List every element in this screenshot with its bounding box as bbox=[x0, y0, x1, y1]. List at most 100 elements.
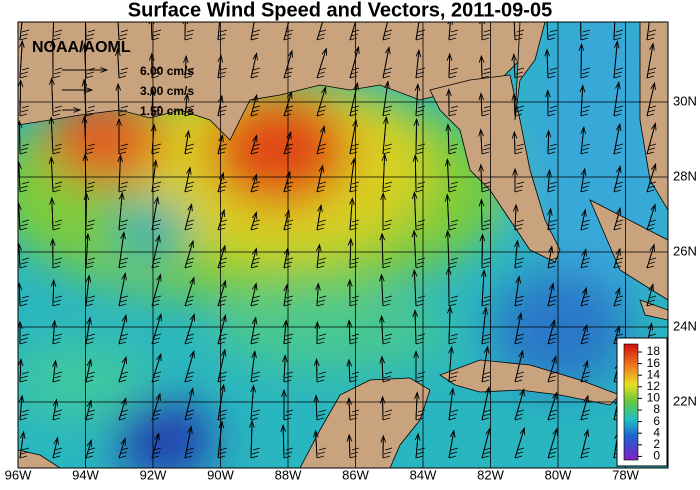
wind-arrow-head bbox=[116, 117, 122, 155]
wind-arrow-head bbox=[316, 125, 326, 155]
wind-arrow-head bbox=[478, 92, 485, 117]
wind-arrow-head bbox=[183, 54, 189, 79]
wind-arrow-head bbox=[580, 167, 587, 193]
wind-arrow-head bbox=[478, 54, 485, 79]
wind-arrow-head bbox=[81, 115, 88, 155]
wind-arrow-head bbox=[18, 357, 24, 383]
wind-arrow-head bbox=[184, 166, 192, 193]
wind-arrow-head bbox=[51, 319, 58, 345]
wind-arrow-head bbox=[85, 358, 93, 383]
wind-arrow-head bbox=[511, 92, 518, 117]
wind-arrow-head bbox=[217, 22, 221, 41]
wind-arrow-head bbox=[448, 387, 455, 421]
wind-arrow-head bbox=[217, 383, 226, 421]
wind-vector bbox=[613, 22, 624, 41]
latitude-label: 26N bbox=[673, 243, 697, 258]
wind-arrow-head bbox=[580, 22, 582, 41]
wind-arrow-head bbox=[82, 152, 89, 193]
wind-arrow-head bbox=[118, 231, 126, 269]
wind-arrow-head bbox=[414, 432, 421, 459]
wind-arrow-head bbox=[217, 133, 224, 155]
wind-arrow-head bbox=[580, 428, 590, 459]
colorbar-label: 0 bbox=[653, 449, 660, 463]
latitude-label: 24N bbox=[673, 318, 697, 333]
wind-arrow-head bbox=[217, 348, 227, 383]
wind-arrow-head bbox=[250, 52, 258, 79]
wind-arrow-head bbox=[18, 119, 23, 155]
wind-arrow-head bbox=[151, 273, 162, 307]
wind-arrow-head bbox=[414, 83, 421, 117]
wind-arrow-head bbox=[282, 319, 289, 345]
wind-arrow-head bbox=[316, 164, 325, 193]
wind-arrow-head bbox=[349, 118, 358, 155]
wind-arrow-head bbox=[547, 427, 558, 459]
wind-arrow-head bbox=[217, 420, 225, 459]
wind-arrow-head bbox=[151, 432, 160, 459]
longitude-label: 94W bbox=[72, 467, 99, 482]
longitude-label: 90W bbox=[207, 467, 234, 482]
map-frame bbox=[17, 21, 669, 469]
wind-arrow-head bbox=[117, 153, 124, 193]
colorbar-label: 8 bbox=[653, 402, 660, 416]
wind-arrow-head bbox=[514, 388, 525, 421]
wind-arrow-head bbox=[217, 54, 224, 79]
wind-arrow-head bbox=[184, 349, 195, 383]
wind-arrow-head bbox=[316, 22, 324, 41]
longitude-label: 86W bbox=[342, 467, 369, 482]
wind-arrow-head bbox=[52, 22, 55, 41]
wind-arrow-head bbox=[283, 170, 291, 193]
wind-arrow-head bbox=[18, 79, 24, 117]
reference-vector bbox=[62, 107, 82, 113]
wind-arrow-head bbox=[283, 209, 290, 231]
wind-arrow-head bbox=[481, 427, 491, 459]
wind-arrow-head bbox=[217, 94, 224, 117]
wind-arrow-head bbox=[52, 359, 58, 383]
wind-arrow-head bbox=[646, 22, 650, 41]
wind-arrow-head bbox=[513, 22, 516, 41]
wind-arrow-head bbox=[149, 88, 156, 117]
wind-arrow-head bbox=[81, 42, 88, 79]
wind-arrow-head bbox=[481, 385, 491, 421]
wind-arrow-head bbox=[346, 433, 353, 459]
reference-label: 6.00 cm/s bbox=[140, 64, 194, 78]
wind-arrow-head bbox=[547, 207, 553, 231]
credit: NOAA/AOML bbox=[32, 39, 131, 56]
reference-vector bbox=[62, 87, 94, 93]
wind-arrow-head bbox=[546, 22, 549, 41]
wind-arrow-head bbox=[280, 423, 287, 459]
wind-arrow-head bbox=[514, 275, 522, 307]
wind-arrow-head bbox=[48, 155, 55, 193]
wind-arrow-head bbox=[478, 198, 485, 231]
wind-arrow-head bbox=[217, 171, 225, 193]
wind-arrow-head bbox=[184, 203, 193, 231]
wind-arrow-head bbox=[613, 22, 616, 41]
colorbar-label: 14 bbox=[647, 367, 661, 381]
colorbar-label: 4 bbox=[653, 425, 660, 439]
wind-arrow-head bbox=[580, 286, 588, 307]
wind-arrow-head bbox=[85, 316, 92, 345]
colorbar-label: 10 bbox=[647, 391, 661, 405]
wind-arrow-head bbox=[413, 117, 420, 155]
wind-arrow-head bbox=[511, 130, 518, 155]
wind-arrow-head bbox=[646, 283, 654, 307]
wind-arrow-head bbox=[446, 52, 453, 79]
wind-arrow-head bbox=[613, 40, 620, 79]
wind-arrow-head bbox=[85, 438, 93, 459]
wind-arrow-head bbox=[184, 313, 196, 345]
wind-arrow-head bbox=[118, 272, 127, 307]
wind-arrow-head bbox=[547, 391, 558, 421]
wind-arrow-head bbox=[379, 232, 386, 269]
longitude-label: 92W bbox=[140, 467, 167, 482]
wind-arrow-head bbox=[380, 434, 387, 459]
wind-arrow-head bbox=[250, 211, 258, 231]
wind-vector bbox=[52, 22, 63, 41]
wind-arrow-head bbox=[545, 89, 551, 117]
reference-label: 1.50 cm/s bbox=[140, 104, 194, 118]
reference-label: 3.00 cm/s bbox=[140, 84, 194, 98]
wind-arrow-head bbox=[18, 282, 23, 307]
wind-arrow-head bbox=[283, 246, 290, 269]
latitude-label: 22N bbox=[673, 393, 697, 408]
wind-arrow-head bbox=[81, 78, 88, 117]
wind-arrow-head bbox=[250, 350, 257, 383]
wind-arrow-head bbox=[546, 168, 552, 193]
